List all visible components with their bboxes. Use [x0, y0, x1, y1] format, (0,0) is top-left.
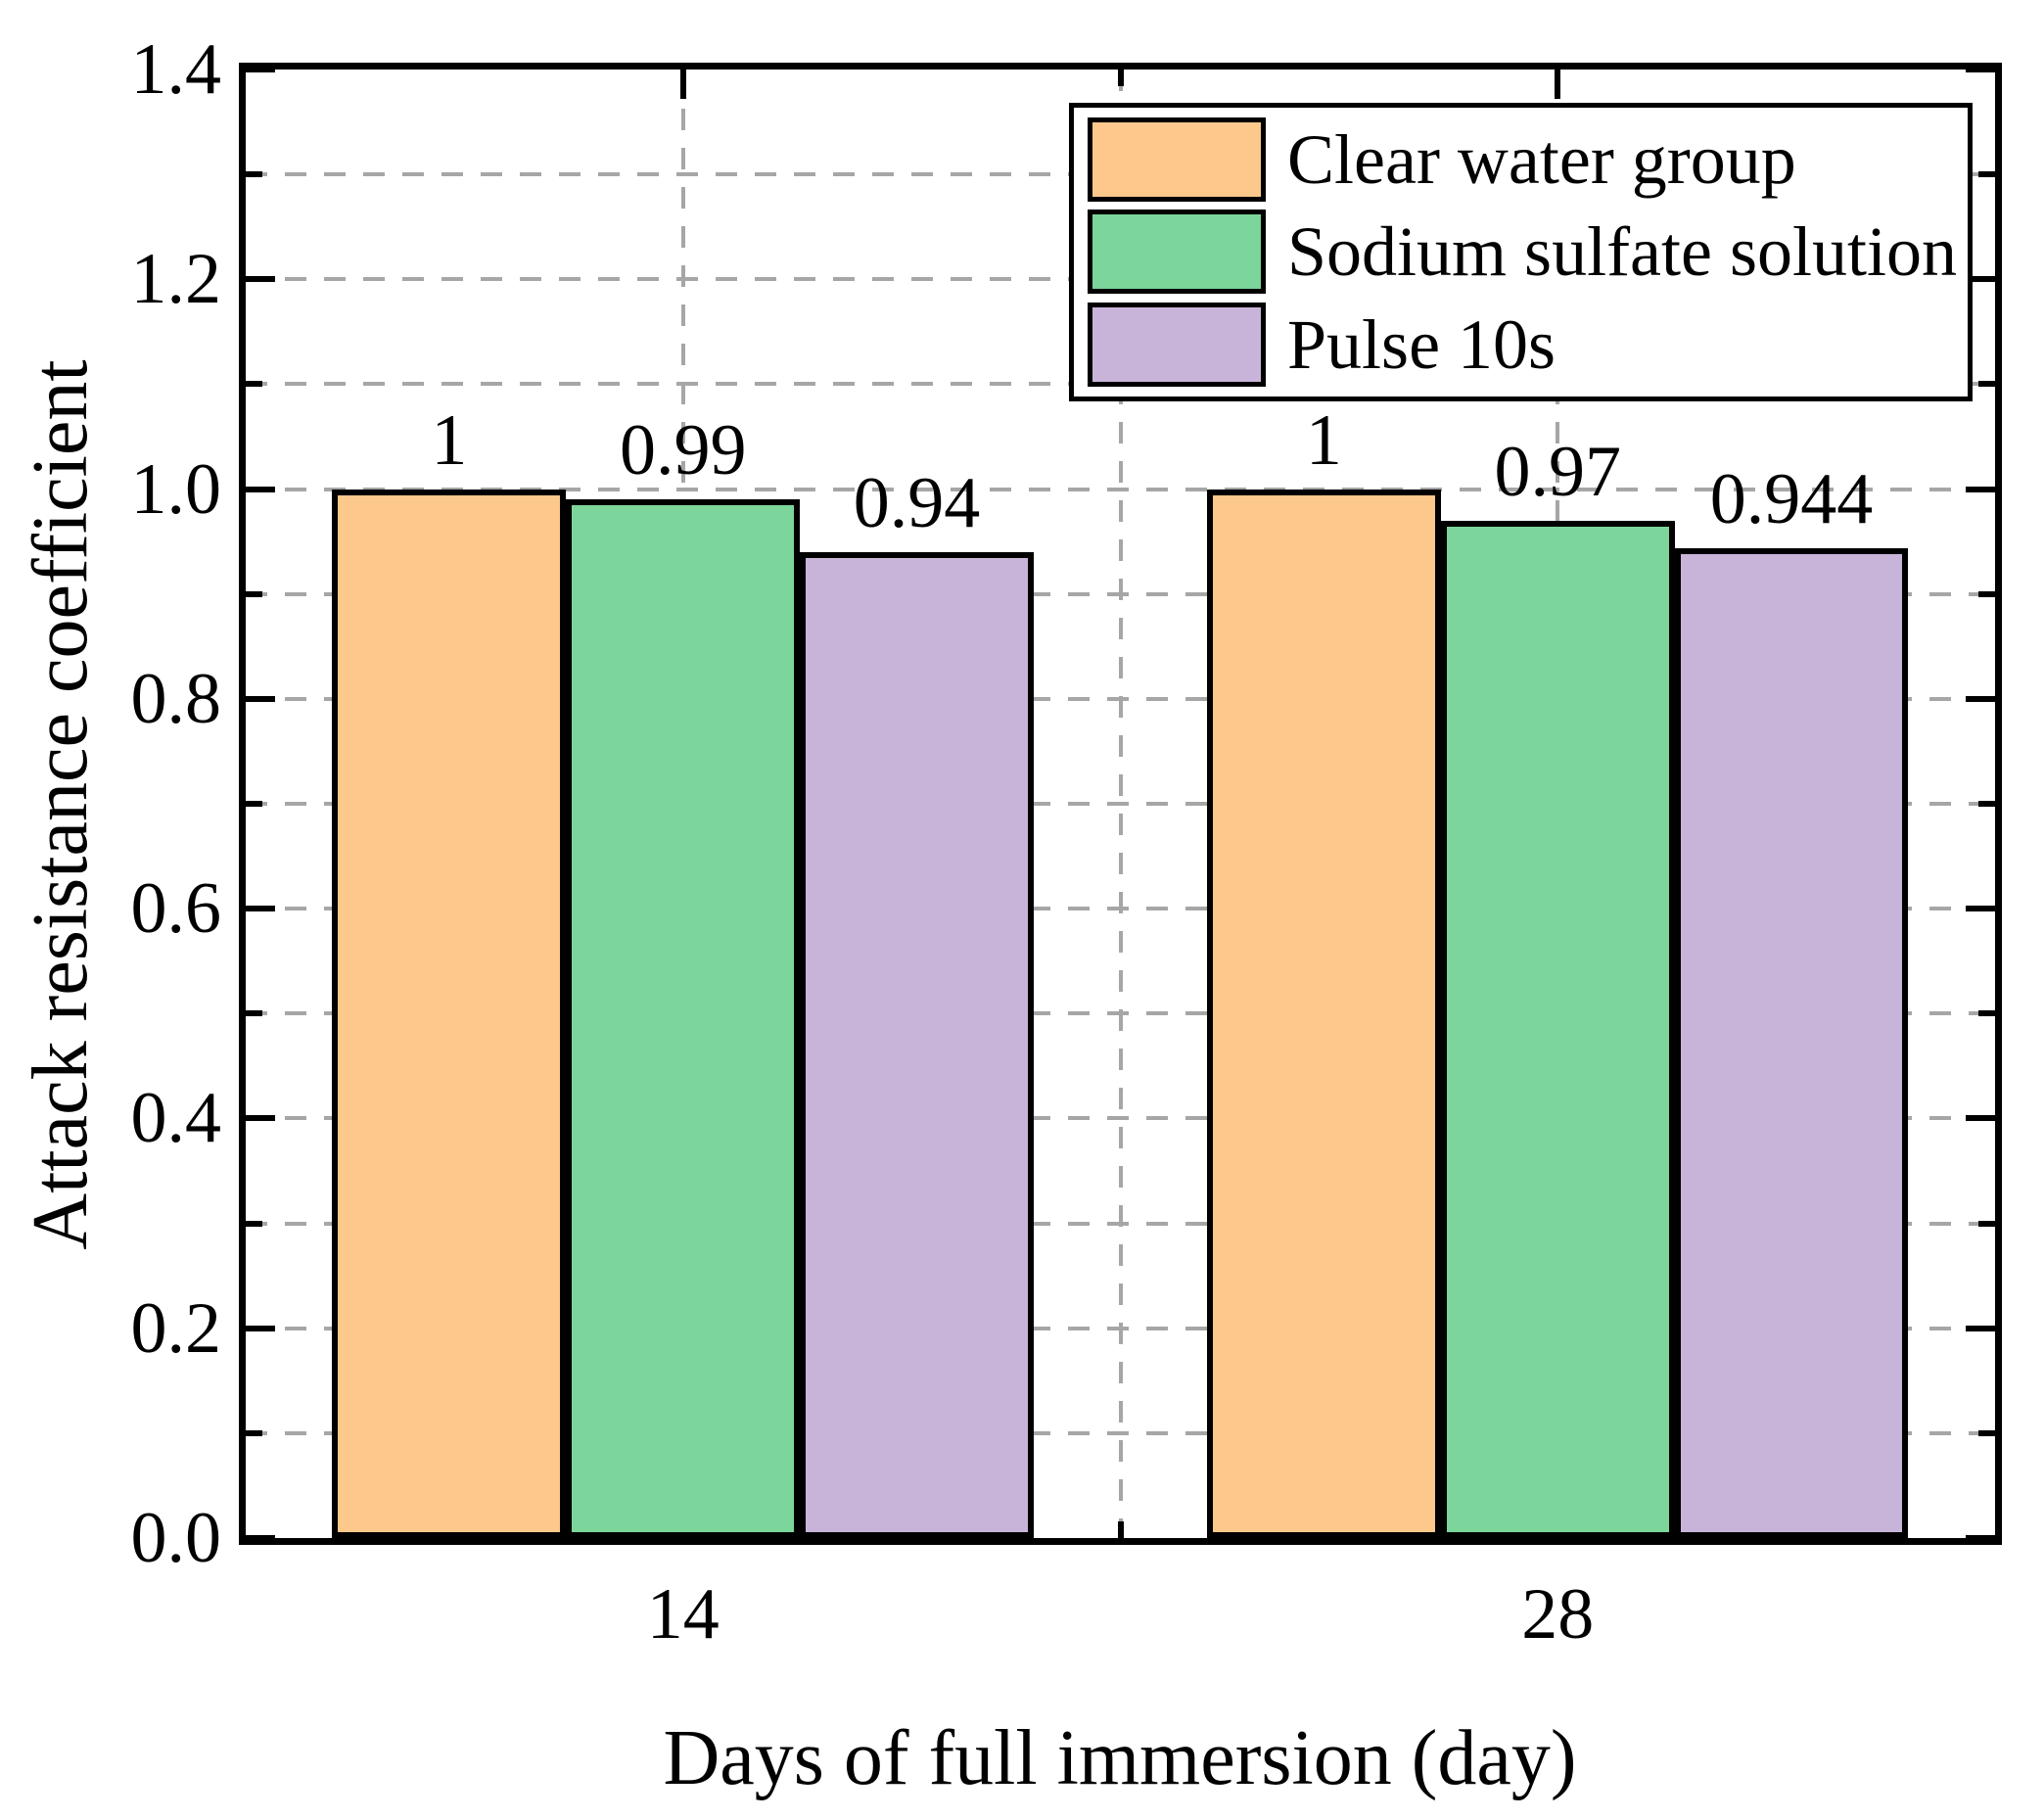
legend: Clear water group Sodium sulfate solutio…: [1069, 103, 1973, 401]
bar-clear-water-group-28: [1206, 489, 1441, 1538]
bar-value-label: 0.99: [619, 410, 747, 491]
x-minor-tick: [1117, 1521, 1124, 1538]
y-tick-label: 0.0: [130, 1498, 222, 1578]
v-gridline: [1118, 70, 1123, 1538]
y-major-tick: [1966, 276, 1995, 283]
y-major-tick: [246, 486, 275, 492]
y-minor-tick: [246, 590, 262, 597]
y-major-tick: [246, 695, 275, 702]
y-minor-tick: [1978, 801, 1995, 807]
y-tick-label: 1.4: [130, 29, 222, 110]
y-major-tick: [246, 1535, 275, 1541]
y-major-tick: [246, 276, 275, 283]
y-minor-tick: [1978, 381, 1995, 388]
legend-label: Sodium sulfate solution: [1287, 212, 1957, 292]
y-tick-label: 0.2: [130, 1287, 222, 1369]
y-axis-title: Attack resistance coefficient: [18, 359, 104, 1250]
bar-value-label: 0.94: [853, 462, 981, 543]
bar-pulse-10s-28: [1674, 547, 1909, 1538]
tick-layer: [246, 67, 1995, 1541]
y-minor-tick: [1978, 590, 1995, 597]
legend-label: Clear water group: [1287, 120, 1796, 200]
bar-sodium-sulfate-solution-28: [1440, 520, 1675, 1538]
y-tick-label: 1.2: [130, 239, 222, 320]
y-minor-tick: [246, 801, 262, 807]
y-major-tick: [1966, 1325, 1995, 1331]
bar-pulse-10s-14: [800, 551, 1034, 1538]
y-minor-tick: [246, 171, 262, 178]
legend-row: Clear water group: [1074, 114, 1968, 206]
bar-value-label: 0.97: [1494, 431, 1621, 512]
y-major-tick: [1966, 1535, 1995, 1541]
y-major-tick: [246, 1325, 275, 1331]
legend-row: Pulse 10s: [1074, 299, 1968, 391]
y-major-tick: [246, 1115, 275, 1122]
y-minor-tick: [1978, 1429, 1995, 1436]
y-major-tick: [1966, 1115, 1995, 1122]
y-major-tick: [246, 67, 275, 72]
y-tick-label: 0.6: [130, 868, 222, 950]
y-minor-tick: [1978, 171, 1995, 178]
x-tick-label: 28: [1521, 1574, 1595, 1655]
y-minor-tick: [246, 1429, 262, 1436]
y-minor-tick: [246, 381, 262, 388]
bar-sodium-sulfate-solution-14: [566, 499, 801, 1538]
x-tick-label: 14: [646, 1574, 720, 1655]
y-minor-tick: [246, 1010, 262, 1017]
x-axis-title: Days of full immersion (day): [663, 1715, 1577, 1801]
legend-row: Sodium sulfate solution: [1074, 206, 1968, 298]
legend-swatch-pulse-10s: [1088, 302, 1266, 387]
y-tick-label: 1.0: [130, 448, 222, 530]
bar-value-label: 1: [1305, 399, 1342, 481]
y-major-tick: [1966, 67, 1995, 72]
y-major-tick: [1966, 906, 1995, 912]
y-major-tick: [1966, 486, 1995, 492]
y-minor-tick: [1978, 1220, 1995, 1227]
bar-value-label: 0.944: [1709, 458, 1874, 539]
legend-label: Pulse 10s: [1287, 304, 1556, 384]
y-major-tick: [1966, 695, 1995, 702]
x-major-tick: [679, 70, 686, 99]
bar-clear-water-group-14: [332, 489, 567, 1538]
y-tick-label: 0.4: [130, 1078, 222, 1159]
bar-value-label: 1: [431, 399, 468, 481]
x-minor-tick: [1117, 70, 1124, 86]
x-major-tick: [1555, 70, 1561, 99]
bar-layer: 1 0.99 0.94 1 0.97 0.944: [246, 70, 1995, 1538]
legend-swatch-sodium-sulfate-solution: [1088, 210, 1266, 295]
y-minor-tick: [246, 1220, 262, 1227]
y-minor-tick: [1978, 1010, 1995, 1017]
legend-swatch-clear-water-group: [1088, 117, 1266, 203]
y-tick-label: 0.8: [130, 658, 222, 739]
y-major-tick: [246, 906, 275, 912]
